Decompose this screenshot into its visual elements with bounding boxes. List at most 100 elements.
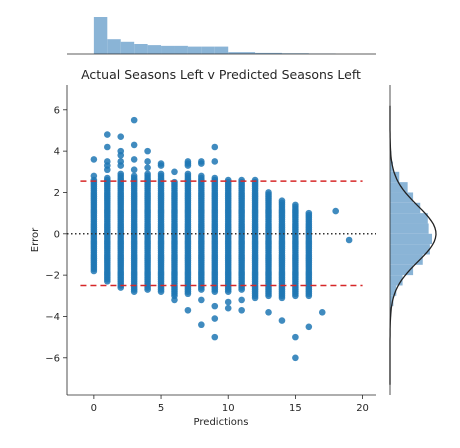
data-point — [130, 116, 138, 124]
x-tick-label: 5 — [158, 403, 164, 414]
data-point — [332, 207, 339, 215]
top-histogram-bar — [161, 45, 175, 54]
right-histogram-bar — [390, 192, 414, 203]
data-point — [171, 168, 178, 176]
data-point — [184, 306, 192, 314]
data-point — [104, 143, 111, 151]
right-histogram-bar — [390, 161, 393, 172]
data-point — [224, 176, 232, 184]
right-histogram-bar — [390, 223, 429, 234]
top-histogram-bar — [107, 39, 121, 54]
data-point — [90, 156, 98, 163]
data-point — [157, 162, 165, 169]
data-point — [184, 162, 192, 169]
data-point — [278, 317, 286, 324]
top-histogram-bar — [93, 17, 108, 54]
data-point — [305, 323, 313, 331]
data-point — [238, 296, 245, 304]
top-histogram-bar — [147, 45, 162, 54]
data-point — [144, 147, 151, 155]
right-marginal-histogram — [389, 85, 437, 395]
data-point — [104, 131, 111, 138]
data-point — [144, 164, 151, 171]
data-point — [224, 304, 232, 312]
right-histogram-bar — [390, 171, 400, 183]
data-point — [278, 197, 286, 205]
data-point — [184, 170, 192, 178]
data-point — [104, 174, 111, 182]
right-histogram-bar — [390, 275, 403, 286]
data-point — [130, 166, 138, 174]
right-histogram-bar — [390, 213, 428, 224]
right-histogram-bar — [390, 182, 408, 193]
y-tick-label: 2 — [54, 188, 60, 199]
data-point — [211, 302, 219, 310]
top-histogram-bar — [228, 52, 256, 54]
data-point — [251, 176, 259, 184]
data-point — [171, 178, 178, 186]
y-tick-label: 6 — [54, 105, 60, 116]
data-point — [238, 306, 245, 314]
data-point — [117, 133, 125, 140]
data-point — [292, 333, 299, 341]
top-histogram-bar — [255, 52, 282, 54]
data-point — [157, 170, 165, 178]
x-tick-label: 15 — [289, 403, 302, 414]
right-histogram-bar — [390, 244, 430, 255]
top-histogram-bar — [214, 46, 229, 54]
right-histogram-bar — [390, 254, 423, 265]
y-tick-label: −2 — [45, 271, 60, 282]
x-tick-label: 0 — [91, 403, 97, 414]
data-point — [171, 296, 178, 304]
right-histogram-bar — [390, 233, 432, 245]
right-histogram-bar — [390, 264, 414, 276]
data-point — [211, 158, 219, 165]
right-histogram-bar — [390, 295, 394, 307]
top-histogram-bar — [120, 41, 135, 54]
top-histogram-bar — [187, 46, 202, 54]
data-point — [198, 296, 205, 304]
y-tick-label: 4 — [54, 147, 60, 158]
y-tick-label: −4 — [45, 312, 60, 323]
data-point — [130, 172, 138, 180]
data-point — [198, 172, 205, 180]
y-tick-label: 0 — [54, 229, 60, 240]
data-point — [211, 174, 219, 182]
data-point — [265, 189, 272, 196]
data-point — [211, 143, 219, 151]
x-tick-label: 20 — [356, 403, 369, 414]
x-axis-label: Predictions — [194, 417, 249, 428]
data-point — [211, 333, 219, 341]
data-point — [224, 298, 232, 306]
right-histogram-bar — [390, 202, 421, 214]
y-axis-label: Error — [30, 227, 41, 252]
top-marginal-histogram — [67, 17, 376, 55]
data-point — [117, 170, 125, 178]
data-point — [265, 309, 272, 316]
data-point — [345, 236, 353, 244]
data-point — [198, 321, 205, 329]
data-point — [144, 158, 151, 165]
data-point — [117, 151, 125, 159]
data-point — [90, 172, 98, 180]
data-point — [305, 209, 313, 217]
x-tick-label: 10 — [222, 403, 235, 414]
data-point — [292, 201, 299, 209]
data-point — [292, 354, 299, 362]
chart-title: Actual Seasons Left v Predicted Seasons … — [81, 67, 361, 82]
data-point — [117, 162, 125, 169]
data-point — [130, 156, 138, 163]
y-tick-label: −6 — [45, 353, 60, 364]
data-point — [238, 176, 245, 184]
data-point — [130, 141, 138, 149]
data-point — [318, 309, 326, 316]
data-point — [211, 315, 219, 322]
data-point — [144, 170, 151, 178]
right-histogram-bar — [390, 285, 397, 296]
top-histogram-bar — [134, 44, 148, 54]
main-plot: 0 5 10 15 20 −6 −4 −2 0 2 4 6 Predictions Error — [30, 85, 376, 428]
top-histogram-bar — [201, 46, 215, 54]
data-point — [198, 160, 205, 167]
top-histogram-bar — [174, 45, 188, 54]
